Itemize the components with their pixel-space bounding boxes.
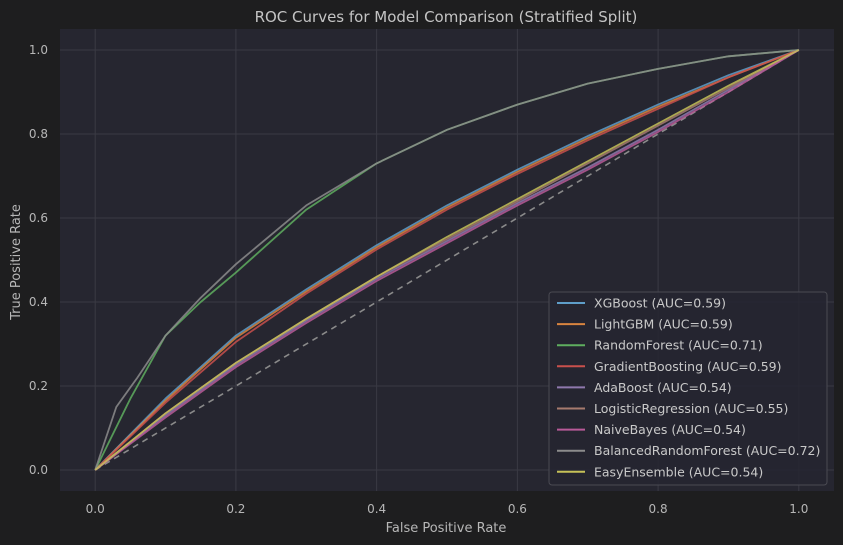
roc-series-line: [94, 49, 799, 471]
x-tick-label: 0.6: [508, 502, 527, 516]
x-tick-label: 0.8: [649, 502, 668, 516]
roc-series-line: [94, 49, 800, 471]
y-tick-label: 0.8: [29, 127, 48, 141]
x-tick-label: 0.2: [226, 502, 245, 516]
y-tick-label: 0.6: [29, 211, 48, 225]
roc-series: [94, 49, 800, 471]
legend-entry: XGBoost (AUC=0.59): [594, 296, 726, 311]
roc-series-line: [94, 49, 800, 471]
chart-title: ROC Curves for Model Comparison (Stratif…: [255, 8, 638, 26]
y-axis-ticks: 0.0 0.2 0.4 0.6 0.8 1.0: [29, 43, 48, 477]
legend-box: [548, 291, 828, 486]
legend-entry: LightGBM (AUC=0.59): [594, 317, 733, 332]
y-tick-label: 1.0: [29, 43, 48, 57]
legend-entry: GradientBoosting (AUC=0.59): [594, 359, 781, 374]
legend-entry: AdaBoost (AUC=0.54): [594, 380, 732, 395]
y-tick-label: 0.2: [29, 379, 48, 393]
legend: XGBoost (AUC=0.59) LightGBM (AUC=0.59) Ran…: [548, 291, 828, 486]
x-tick-label: 0.4: [367, 502, 386, 516]
roc-series-line: [94, 49, 800, 471]
roc-series-line: [94, 49, 800, 471]
x-axis-ticks: 0.0 0.2 0.4 0.6 0.8 1.0: [86, 502, 809, 516]
legend-entry: BalancedRandomForest (AUC=0.72): [594, 443, 820, 458]
x-tick-label: 0.0: [86, 502, 105, 516]
legend-entry: RandomForest (AUC=0.71): [594, 338, 763, 353]
legend-entry: NaiveBayes (AUC=0.54): [594, 422, 746, 437]
x-tick-label: 1.0: [789, 502, 808, 516]
y-tick-label: 0.4: [29, 295, 48, 309]
diagonal-reference-line: [94, 49, 800, 471]
roc-series-line: [94, 49, 800, 471]
legend-entry: LogisticRegression (AUC=0.55): [594, 401, 788, 416]
roc-series-line: [94, 49, 800, 471]
legend-entry: EasyEnsemble (AUC=0.54): [594, 464, 763, 479]
y-tick-label: 0.0: [29, 463, 48, 477]
x-axis-label: False Positive Rate: [386, 521, 507, 536]
y-axis-label: True Positive Rate: [9, 204, 24, 321]
